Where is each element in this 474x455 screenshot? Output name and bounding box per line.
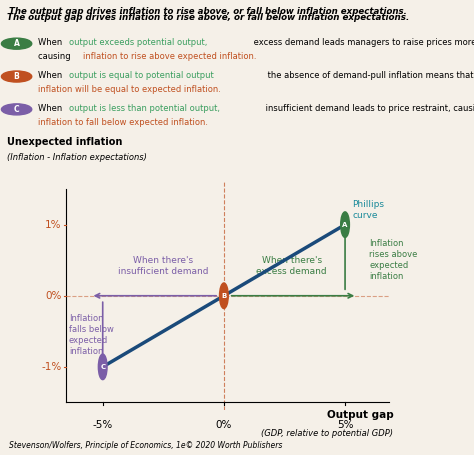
Text: Output gap: Output gap (327, 410, 393, 420)
Text: Inflation
falls below
expected
inflation: Inflation falls below expected inflation (69, 313, 114, 356)
Circle shape (341, 212, 349, 238)
Text: output is less than potential output,: output is less than potential output, (69, 104, 220, 113)
Text: When: When (38, 71, 65, 81)
Text: (GDP, relative to potential GDP): (GDP, relative to potential GDP) (262, 429, 393, 438)
Text: inflation will be equal to expected inflation.: inflation will be equal to expected infl… (38, 85, 221, 94)
Circle shape (98, 354, 107, 379)
Circle shape (1, 104, 32, 115)
Text: the absence of demand-pull inflation means that: the absence of demand-pull inflation mea… (265, 71, 474, 81)
Text: Phillips
curve: Phillips curve (352, 200, 384, 220)
Text: Stevenson/Wolfers, Principle of Economics, 1e© 2020 Worth Publishers: Stevenson/Wolfers, Principle of Economic… (9, 441, 283, 450)
Text: Unexpected inflation: Unexpected inflation (7, 137, 122, 147)
Text: A: A (342, 222, 348, 228)
Text: -1%: -1% (41, 362, 62, 372)
Text: (Inflation - Inflation expectations): (Inflation - Inflation expectations) (7, 152, 147, 162)
Text: C: C (14, 105, 19, 114)
Text: 0%: 0% (45, 291, 62, 301)
Text: -5%: -5% (92, 420, 113, 430)
Text: The output gap drives inflation to rise above, or fall below inflation expectati: The output gap drives inflation to rise … (7, 13, 410, 21)
Text: 0%: 0% (216, 420, 232, 430)
Text: B: B (14, 72, 19, 81)
Text: When there's
excess demand: When there's excess demand (256, 256, 327, 276)
Text: excess demand leads managers to raise prices more,: excess demand leads managers to raise pr… (251, 39, 474, 47)
Text: output exceeds potential output,: output exceeds potential output, (69, 39, 207, 47)
Circle shape (1, 38, 32, 49)
Circle shape (219, 283, 228, 308)
Circle shape (1, 71, 32, 82)
Text: A: A (14, 39, 19, 48)
Text: 5%: 5% (337, 420, 353, 430)
Text: When: When (38, 104, 65, 113)
Text: When there's
insufficient demand: When there's insufficient demand (118, 256, 209, 276)
Text: output is equal to potential output: output is equal to potential output (69, 71, 213, 81)
Text: The output gap drives inflation to rise above, or fall below inflation expectati: The output gap drives inflation to rise … (9, 7, 407, 16)
Text: Inflation
rises above
expected
inflation: Inflation rises above expected inflation (369, 239, 418, 281)
Text: inflation to fall below expected inflation.: inflation to fall below expected inflati… (38, 118, 208, 127)
Text: causing: causing (38, 52, 73, 61)
Text: B: B (221, 293, 227, 299)
Text: insufficient demand leads to price restraint, causing: insufficient demand leads to price restr… (263, 104, 474, 113)
Text: When: When (38, 39, 65, 47)
Text: 1%: 1% (45, 220, 62, 230)
Text: C: C (100, 364, 105, 370)
Text: inflation to rise above expected inflation.: inflation to rise above expected inflati… (83, 52, 256, 61)
